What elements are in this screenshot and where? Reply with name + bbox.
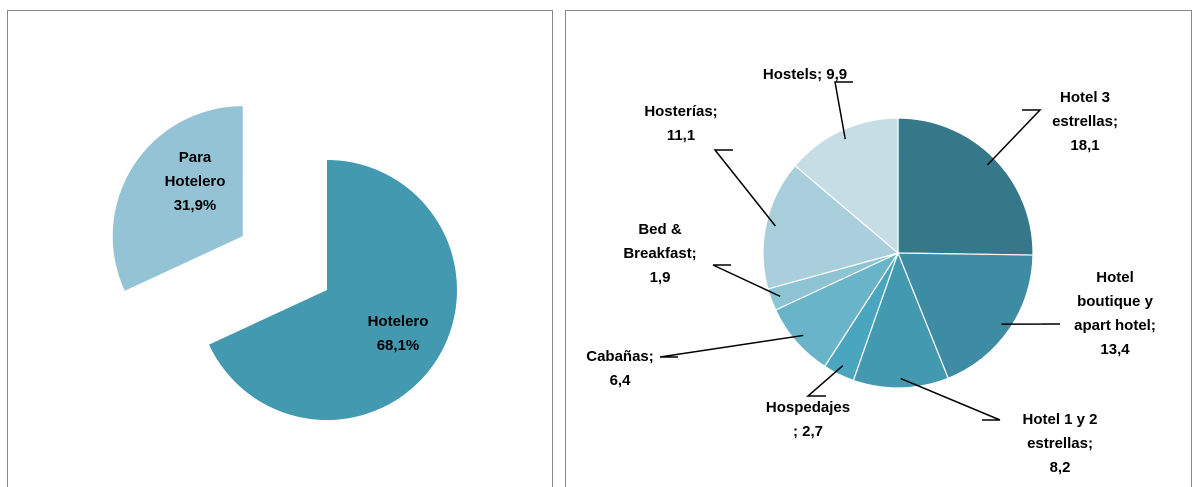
pie-slice	[794, 117, 899, 255]
data-label: Hotelero 68,1%	[368, 313, 429, 354]
data-label: Para Hotelero 31,9%	[165, 149, 226, 214]
leader-line	[900, 377, 1001, 421]
data-label: Hospedajes; 2,7	[766, 399, 850, 440]
pie-slice	[762, 164, 900, 290]
leader-line	[659, 334, 804, 358]
data-label: Hotel 3 estrellas; 18,1	[1052, 89, 1118, 154]
left-panel	[7, 10, 553, 487]
pie-slice	[897, 252, 1034, 380]
pie-slice	[209, 160, 457, 420]
leader-line	[713, 149, 776, 227]
leader-line	[986, 109, 1042, 166]
data-label: Bed & Breakfast; 1,9	[623, 221, 696, 286]
data-label: Hosterías; 11,1	[644, 103, 717, 144]
data-label: Hotel 1 y 2 estrellas; 8,2	[1022, 411, 1097, 476]
leader-line	[712, 264, 781, 298]
pie-slice	[852, 251, 950, 389]
leader-line	[805, 365, 844, 397]
data-label: Hotel boutique y apart hotel; 13,4	[1074, 269, 1156, 358]
leader-line	[834, 81, 853, 140]
pie-slice	[112, 106, 243, 291]
data-label: Hostels; 9,9	[763, 66, 847, 83]
data-label: Cabañas; 6,4	[586, 348, 654, 389]
